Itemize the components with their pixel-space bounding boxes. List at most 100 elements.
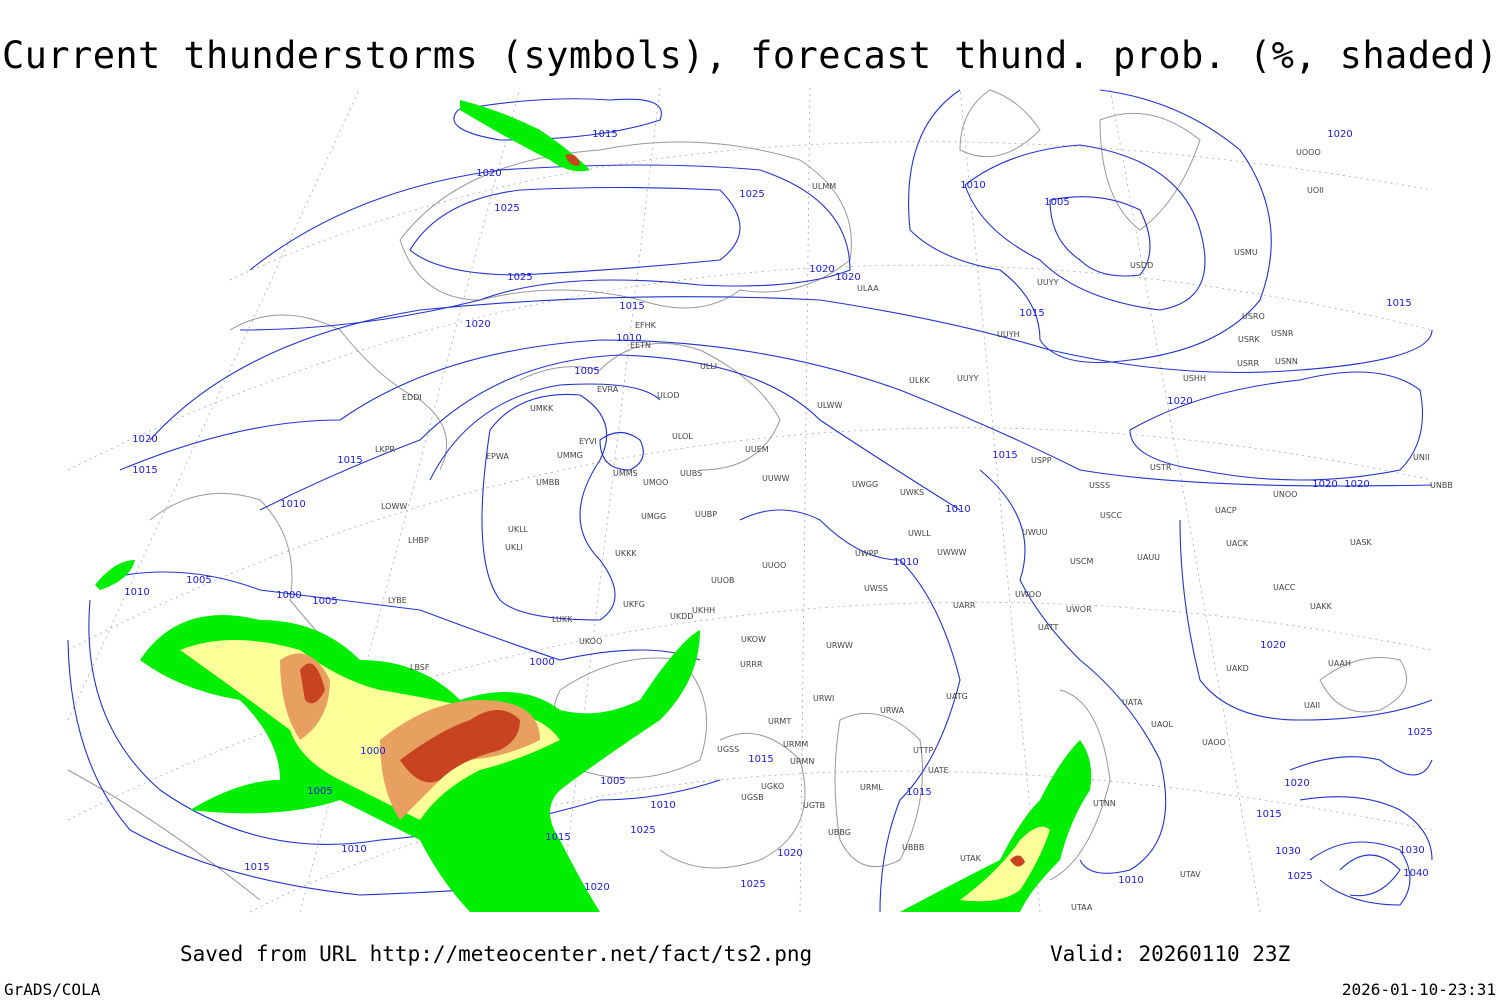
station-label: EVRA [597, 385, 619, 394]
isobar-label: 1020 [1260, 640, 1285, 651]
station-label: UOII [1307, 186, 1324, 195]
station-label: UKOO [579, 637, 602, 646]
station-label: UOOO [1296, 148, 1321, 157]
isobar-label: 1025 [494, 203, 519, 214]
station-label: UGKO [761, 782, 784, 791]
isobar-label: 1015 [992, 450, 1017, 461]
isobar-label: 1010 [893, 557, 918, 568]
station-label: UARR [953, 601, 976, 610]
station-label: UAKK [1310, 602, 1333, 611]
station-label: UTAV [1180, 870, 1201, 879]
isobar-label: 1010 [341, 844, 366, 855]
station-label: EFHK [635, 321, 657, 330]
isobar-label: 1015 [619, 301, 644, 312]
timestamp: 2026-01-10-23:31 [1342, 980, 1496, 999]
station-label: UWSS [864, 584, 888, 593]
station-label: ULOL [672, 432, 693, 441]
station-label: UATT [1038, 623, 1058, 632]
station-label: UGSS [717, 745, 739, 754]
station-label: UACP [1215, 506, 1237, 515]
station-label: UWOO [1015, 590, 1041, 599]
station-label: UKOW [741, 635, 766, 644]
station-label: EPWA [486, 452, 509, 461]
station-label: URMT [768, 717, 791, 726]
coastlines [67, 89, 1408, 901]
station-label: UATE [928, 766, 949, 775]
isobar-label: 1000 [529, 657, 554, 668]
isobar-label: 1010 [280, 499, 305, 510]
station-label: UWWW [937, 548, 967, 557]
station-label: UKKK [615, 549, 637, 558]
isobar-label: 1025 [630, 825, 655, 836]
station-label: UWLL [908, 529, 931, 538]
station-label: UACC [1273, 583, 1296, 592]
isobar-label: 1010 [124, 587, 149, 598]
station-label: ULOD [657, 391, 679, 400]
isobar-label: 1040 [1403, 868, 1428, 879]
isobar-label: 1010 [960, 180, 985, 191]
station-label: USNN [1275, 357, 1298, 366]
isobar-label: 1015 [337, 455, 362, 466]
station-label: UGTB [803, 801, 825, 810]
station-label: UWUU [1022, 528, 1048, 537]
station-label: ULWW [817, 401, 842, 410]
isobar-label: 1025 [1407, 727, 1432, 738]
station-label: UMMS [613, 469, 638, 478]
isobar-label: 1005 [307, 786, 332, 797]
station-label: UWGG [852, 480, 878, 489]
station-label: USSS [1089, 481, 1110, 490]
station-label: URRR [740, 660, 763, 669]
station-label: UTAK [960, 854, 982, 863]
station-label: UKDD [670, 612, 693, 621]
station-label: UWKS [900, 488, 924, 497]
station-label: UMGG [641, 512, 666, 521]
station-label: URWW [826, 641, 853, 650]
isobar-label: 1015 [244, 862, 269, 873]
station-label: LUKK [552, 615, 573, 624]
station-label: USRK [1238, 335, 1260, 344]
isobar-label: 1025 [507, 272, 532, 283]
isobar-label: 1010 [650, 800, 675, 811]
isobar-label: 1010 [945, 504, 970, 515]
isobar-label: 1020 [809, 264, 834, 275]
station-label: UAAH [1328, 659, 1351, 668]
station-label: UWOR [1066, 605, 1092, 614]
station-label: UGSB [741, 793, 764, 802]
station-label: URMM [783, 740, 808, 749]
station-label: UTNN [1093, 799, 1116, 808]
isobar-label: 1020 [584, 882, 609, 893]
station-label: USTR [1150, 463, 1172, 472]
station-label: UUEM [745, 445, 769, 454]
station-label: UUYY [1037, 278, 1059, 287]
station-label: UTTP [913, 746, 933, 755]
station-label: ULAA [857, 284, 879, 293]
station-label: UAII [1304, 701, 1320, 710]
source-url: Saved from URL http://meteocenter.net/fa… [180, 942, 812, 966]
station-label: EDDI [402, 393, 422, 402]
station-label: ULMM [812, 182, 836, 191]
station-label: UMOO [643, 478, 668, 487]
station-label: UUYH [997, 330, 1020, 339]
isobar-label: 1020 [1327, 129, 1352, 140]
isobar-label: 1020 [465, 319, 490, 330]
station-label: UUOB [711, 576, 735, 585]
isobar-label: 1015 [132, 465, 157, 476]
station-label: UNOO [1273, 490, 1297, 499]
isobar-label: 1015 [748, 754, 773, 765]
isobar-labels: 1015 1020 1025 1025 1025 1020 1020 1015 1020 1010… [124, 129, 1432, 893]
isobar-label: 1020 [476, 168, 501, 179]
isobar-label: 1005 [1044, 197, 1069, 208]
isobar-label: 1025 [739, 189, 764, 200]
station-label: USCM [1070, 557, 1094, 566]
isobar-label: 1030 [1399, 845, 1424, 856]
isobar-label: 1020 [1284, 778, 1309, 789]
software-credit: GrADS/COLA [4, 980, 101, 999]
station-label: ULKK [909, 376, 931, 385]
isobar-label: 1025 [1287, 871, 1312, 882]
station-label: USRR [1237, 359, 1259, 368]
isobar-label: 1000 [360, 746, 385, 757]
station-label: EYVI [579, 437, 597, 446]
station-label: UATG [946, 692, 968, 701]
station-label: UUWW [762, 474, 790, 483]
